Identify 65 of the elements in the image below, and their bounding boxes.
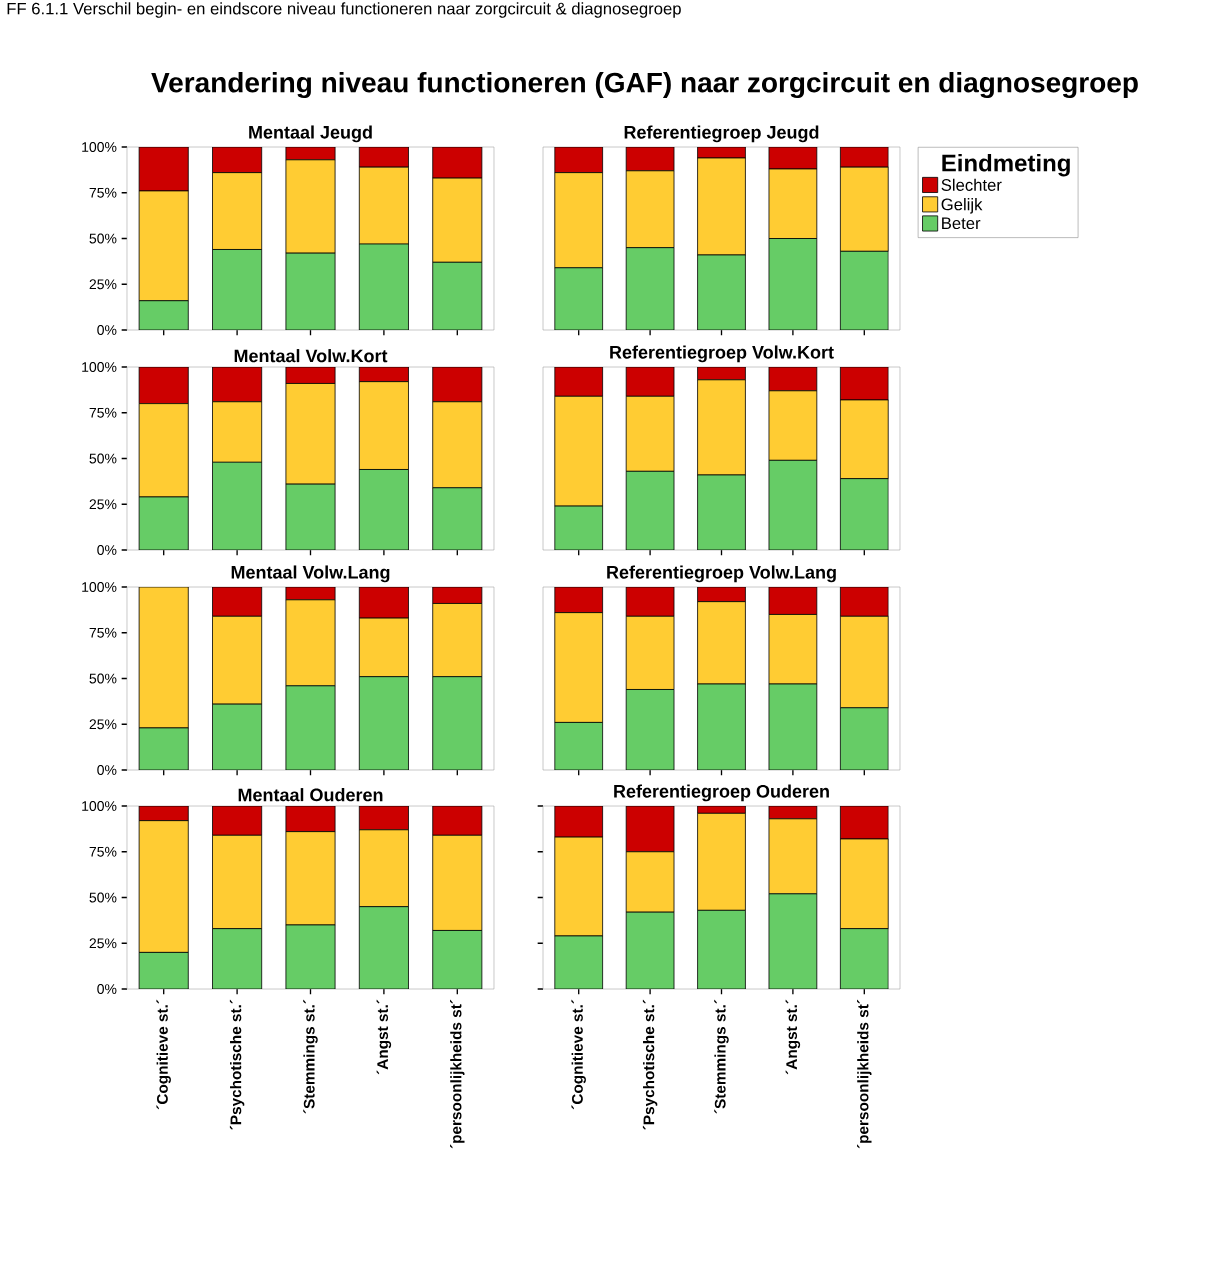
bar — [839, 367, 889, 401]
y-tick-label: 25% — [89, 279, 117, 290]
legend-label: Slechter — [941, 178, 1002, 191]
y-tick-label: 75% — [89, 846, 117, 857]
chart-title: Mentaal Jeugd — [249, 125, 372, 143]
y-tick-label: 100% — [82, 362, 117, 372]
bar — [432, 603, 483, 678]
legend-label: Beter — [942, 217, 981, 230]
y-tick-label: 50% — [89, 453, 117, 464]
y-tick-label: 25% — [89, 499, 117, 510]
bar — [554, 367, 604, 397]
bar — [697, 683, 746, 771]
y-tick-label: 50% — [89, 892, 117, 903]
y-tick-label: 100% — [82, 142, 117, 152]
bar — [212, 615, 263, 705]
bar — [768, 238, 818, 331]
x-tick-label: ´Psychotische st.´ — [229, 999, 245, 1130]
x-tick-label: ´persoonlijkheids st´ — [857, 999, 872, 1149]
chart-title: Referentiegroep Jeugd — [624, 125, 819, 143]
bar — [212, 587, 263, 617]
bar — [625, 367, 675, 397]
y-tick-label: 25% — [89, 719, 117, 730]
bar — [358, 617, 409, 678]
y-tick-label: 75% — [89, 187, 117, 198]
bar — [625, 689, 675, 771]
y-tick-label: 0% — [97, 984, 117, 994]
bar — [285, 599, 336, 687]
text: Verandering niveau functioneren (GAF) naar zorgcircuit en diagnosegroep — [151, 71, 1138, 99]
y-tick-label: 25% — [89, 938, 117, 949]
bar — [839, 250, 889, 331]
chart-title: Referentiegroep Volw.Kort — [610, 345, 834, 363]
x-tick-label: ´Angst st.´ — [376, 999, 392, 1075]
x-tick-label: ´persoonlijkheids st´ — [450, 999, 465, 1149]
bar — [138, 587, 189, 729]
chart-title: Mentaal Volw.Lang — [231, 565, 390, 583]
x-tick-label: ´Cognitieve st.´ — [156, 999, 171, 1110]
bar — [697, 254, 746, 331]
bar — [839, 707, 889, 771]
bar — [625, 247, 675, 331]
x-tick-label: ´Stemmings st.´ — [714, 999, 729, 1114]
y-tick-label: 100% — [82, 801, 117, 811]
chart-title: Mentaal Volw.Kort — [234, 349, 388, 363]
y-tick-label: 50% — [89, 233, 117, 244]
y-tick-label: 0% — [97, 545, 117, 555]
y-tick-label: 75% — [89, 627, 117, 638]
chart-title: Referentiegroep Volw.Lang — [607, 565, 836, 583]
x-tick-label: ´Cognitieve st.´ — [571, 999, 586, 1110]
bar — [554, 267, 604, 331]
y-tick-label: 50% — [89, 673, 117, 684]
chart-title: Mentaal Ouderen — [238, 788, 383, 802]
bar — [554, 147, 604, 174]
legend-label: Gelijk — [941, 198, 983, 214]
y-tick-label: 100% — [82, 582, 117, 592]
y-tick-label: 0% — [97, 765, 117, 775]
y-tick-label: 75% — [89, 407, 117, 418]
bar — [768, 683, 818, 771]
bar — [358, 587, 409, 619]
chart-title: Referentiegroep Ouderen — [614, 784, 829, 802]
x-tick-label: ´Angst st.´ — [785, 999, 801, 1075]
x-tick-label: ´Psychotische st.´ — [642, 999, 658, 1130]
legend-title: Eindmeting — [942, 153, 1070, 177]
text: FF 6.1.1 Verschil begin- en eindscore niveau functioneren naar zorgcircuit & diagnosegroep — [7, 2, 681, 18]
x-tick-label: ´Stemmings st.´ — [303, 999, 318, 1114]
y-tick-label: 0% — [97, 325, 117, 335]
bar — [554, 722, 604, 771]
